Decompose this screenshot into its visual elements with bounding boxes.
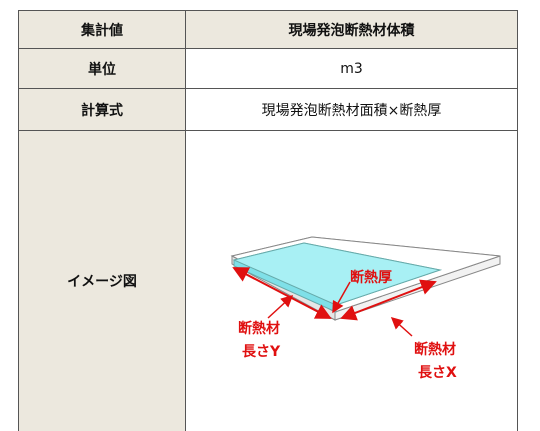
cell: イメージ図 bbox=[18, 130, 186, 431]
thickness-label: 断熱厚 bbox=[350, 269, 392, 286]
length-y-label: 断熱材 bbox=[238, 320, 280, 337]
cell: 現場発泡断熱材面積×断熱厚 bbox=[185, 88, 518, 131]
length-x-label: 断熱材 bbox=[414, 341, 456, 358]
pointer-x bbox=[390, 316, 413, 337]
length-x-label: 長さX bbox=[418, 365, 457, 381]
pointer-y bbox=[267, 294, 294, 319]
arrow-y bbox=[232, 267, 332, 319]
cell: m3 bbox=[185, 48, 518, 89]
row: 単位 m3 bbox=[18, 48, 518, 89]
row: 計算式 現場発泡断熱材面積×断熱厚 bbox=[18, 88, 518, 131]
arrow-x bbox=[340, 279, 437, 321]
length-y-label: 長さY bbox=[242, 344, 281, 360]
arrow-thickness bbox=[332, 281, 351, 314]
row: 集計値 現場発泡断熱材体積 bbox=[18, 10, 518, 49]
cell: 計算式 bbox=[18, 88, 186, 131]
cell: 集計値 bbox=[18, 10, 186, 49]
spec-table: 集計値 現場発泡断熱材体積 単位 m3 計算式 現場発泡断熱材面積×断熱厚 イメージ図 bbox=[18, 10, 518, 431]
cell: 現場発泡断熱材体積 bbox=[185, 10, 518, 49]
